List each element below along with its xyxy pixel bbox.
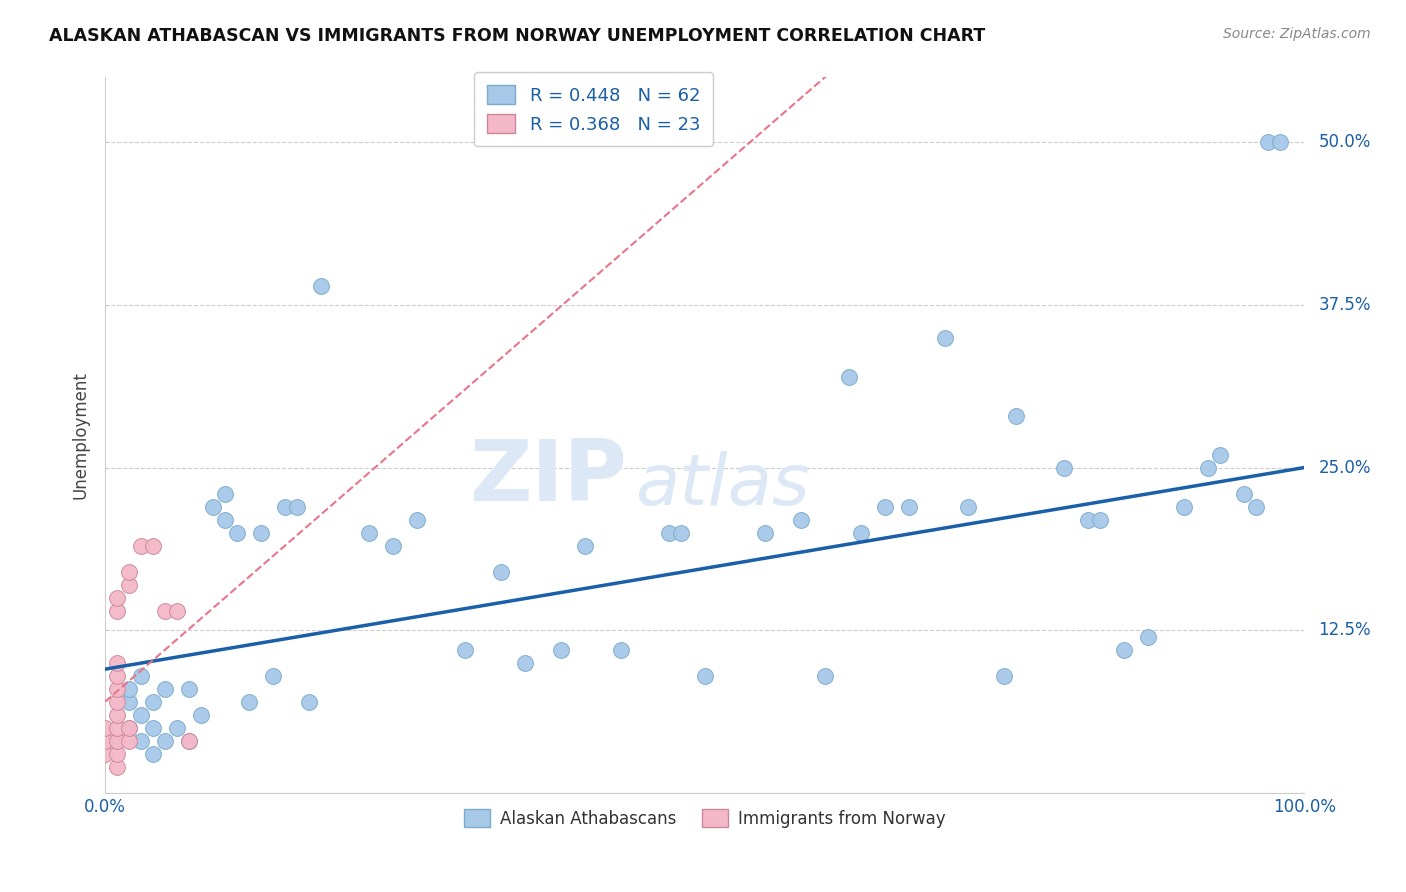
Point — [873, 500, 896, 514]
Point — [226, 525, 249, 540]
Point — [105, 721, 128, 735]
Text: 50.0%: 50.0% — [1319, 134, 1371, 152]
Point — [454, 642, 477, 657]
Point — [957, 500, 980, 514]
Point — [214, 512, 236, 526]
Point — [754, 525, 776, 540]
Point — [669, 525, 692, 540]
Point — [105, 591, 128, 605]
Point — [838, 369, 860, 384]
Point — [1233, 486, 1256, 500]
Point — [179, 681, 201, 696]
Point — [105, 733, 128, 747]
Point — [118, 721, 141, 735]
Point — [129, 707, 152, 722]
Point — [129, 668, 152, 682]
Text: Source: ZipAtlas.com: Source: ZipAtlas.com — [1223, 27, 1371, 41]
Point — [897, 500, 920, 514]
Point — [118, 681, 141, 696]
Point — [789, 512, 811, 526]
Point — [1270, 136, 1292, 150]
Point — [179, 733, 201, 747]
Point — [550, 642, 572, 657]
Point — [153, 604, 176, 618]
Point — [658, 525, 681, 540]
Point — [406, 512, 429, 526]
Text: 37.5%: 37.5% — [1319, 296, 1371, 314]
Point — [153, 733, 176, 747]
Point — [1114, 642, 1136, 657]
Point — [1197, 460, 1219, 475]
Point — [153, 681, 176, 696]
Point — [118, 733, 141, 747]
Point — [202, 500, 225, 514]
Point — [238, 695, 260, 709]
Point — [1090, 512, 1112, 526]
Point — [142, 695, 165, 709]
Text: ALASKAN ATHABASCAN VS IMMIGRANTS FROM NORWAY UNEMPLOYMENT CORRELATION CHART: ALASKAN ATHABASCAN VS IMMIGRANTS FROM NO… — [49, 27, 986, 45]
Point — [105, 733, 128, 747]
Point — [94, 721, 117, 735]
Point — [105, 668, 128, 682]
Point — [1244, 500, 1267, 514]
Point — [1173, 500, 1195, 514]
Point — [166, 604, 188, 618]
Y-axis label: Unemployment: Unemployment — [72, 371, 89, 499]
Point — [105, 759, 128, 773]
Point — [105, 681, 128, 696]
Point — [309, 278, 332, 293]
Point — [1137, 630, 1160, 644]
Point — [105, 604, 128, 618]
Text: 25.0%: 25.0% — [1319, 458, 1371, 476]
Point — [993, 668, 1015, 682]
Point — [129, 539, 152, 553]
Point — [357, 525, 380, 540]
Point — [118, 565, 141, 579]
Point — [298, 695, 321, 709]
Point — [1077, 512, 1099, 526]
Point — [129, 733, 152, 747]
Point — [250, 525, 273, 540]
Point — [285, 500, 308, 514]
Legend: Alaskan Athabascans, Immigrants from Norway: Alaskan Athabascans, Immigrants from Nor… — [457, 803, 952, 834]
Point — [1053, 460, 1076, 475]
Text: atlas: atlas — [636, 450, 810, 520]
Point — [105, 656, 128, 670]
Point — [610, 642, 633, 657]
Point — [142, 721, 165, 735]
Point — [693, 668, 716, 682]
Point — [142, 539, 165, 553]
Point — [574, 539, 596, 553]
Point — [118, 721, 141, 735]
Point — [179, 733, 201, 747]
Point — [105, 707, 128, 722]
Point — [381, 539, 404, 553]
Point — [214, 486, 236, 500]
Point — [934, 330, 956, 344]
Point — [166, 721, 188, 735]
Point — [849, 525, 872, 540]
Text: 12.5%: 12.5% — [1319, 621, 1371, 639]
Point — [190, 707, 212, 722]
Point — [142, 747, 165, 761]
Point — [274, 500, 297, 514]
Point — [94, 733, 117, 747]
Point — [1005, 409, 1028, 423]
Point — [1209, 448, 1232, 462]
Point — [105, 695, 128, 709]
Point — [813, 668, 835, 682]
Point — [513, 656, 536, 670]
Point — [105, 747, 128, 761]
Point — [94, 747, 117, 761]
Point — [489, 565, 512, 579]
Point — [118, 695, 141, 709]
Point — [1257, 136, 1279, 150]
Point — [118, 577, 141, 591]
Point — [262, 668, 284, 682]
Text: ZIP: ZIP — [470, 436, 627, 519]
